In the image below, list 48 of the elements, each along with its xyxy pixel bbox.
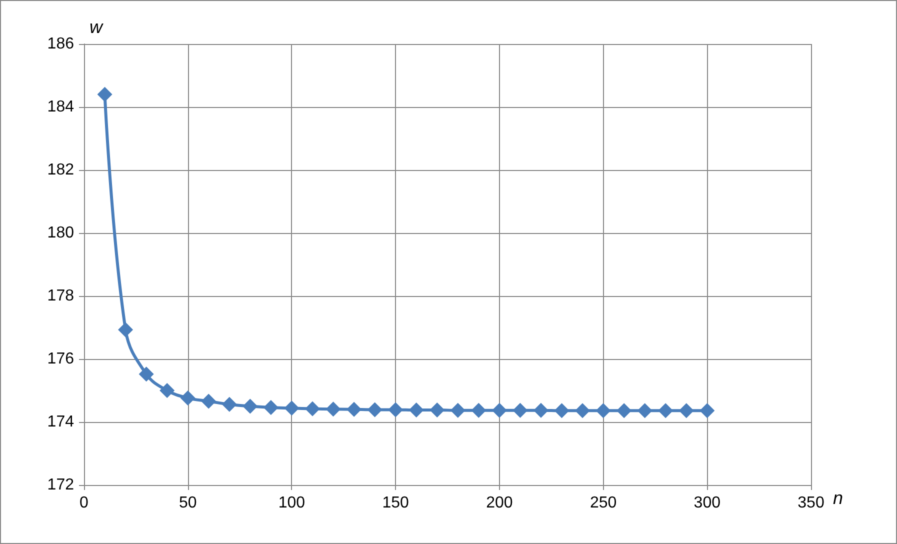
point	[118, 322, 134, 338]
y-axis-title: w	[90, 17, 104, 37]
point	[263, 400, 278, 416]
point	[637, 403, 652, 418]
x-axis-title: n	[833, 488, 844, 508]
x-tick-label: 300	[694, 494, 721, 512]
point	[512, 402, 528, 418]
point	[575, 403, 590, 418]
point	[160, 383, 175, 398]
x-tick-label: 100	[278, 494, 306, 512]
point	[533, 402, 548, 418]
point	[180, 390, 196, 406]
point	[97, 86, 112, 102]
y-tick-label: 172	[47, 476, 74, 494]
x-tick-label: 250	[590, 494, 617, 512]
point	[388, 402, 404, 418]
point	[492, 402, 507, 418]
point	[242, 398, 258, 414]
point	[138, 366, 154, 382]
point	[304, 401, 320, 416]
point	[430, 402, 445, 418]
point	[658, 403, 674, 418]
y-tick-label: 182	[47, 162, 74, 178]
point	[346, 402, 362, 417]
point	[201, 394, 216, 409]
point	[326, 402, 341, 417]
y-tick-label: 176	[47, 350, 74, 368]
y-tick-label: 184	[47, 98, 74, 116]
point	[678, 403, 694, 418]
point	[450, 402, 466, 418]
point	[222, 396, 237, 412]
point	[596, 403, 611, 418]
x-tick-label: 200	[486, 494, 513, 512]
point	[554, 403, 570, 418]
point	[408, 402, 424, 418]
point	[471, 402, 486, 418]
point	[284, 400, 300, 416]
y-tick-label: 178	[47, 288, 74, 304]
point	[367, 402, 382, 418]
x-tick-label: 50	[178, 494, 197, 512]
x-tick-label: 0	[80, 494, 89, 512]
point	[616, 403, 632, 418]
point	[700, 403, 715, 418]
y-tick-label: 174	[47, 414, 74, 430]
x-tick-label: 150	[382, 494, 410, 512]
y-tick-label: 186	[47, 36, 74, 52]
x-tick-label: 350	[798, 494, 824, 512]
y-tick-label: 180	[47, 224, 74, 242]
